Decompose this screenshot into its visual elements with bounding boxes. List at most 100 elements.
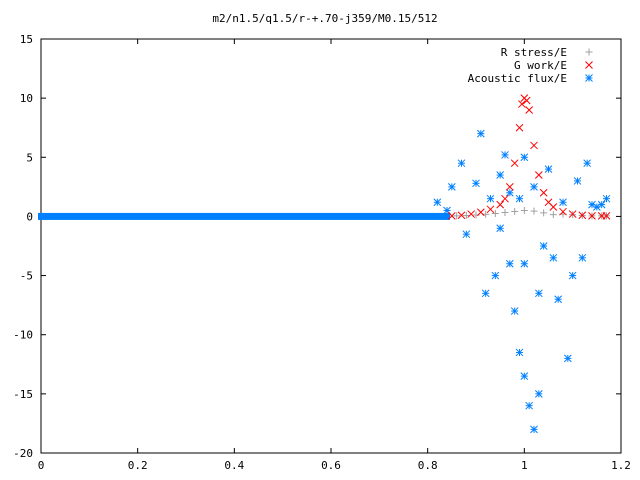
x-tick: 1.2 — [611, 39, 631, 472]
point — [568, 210, 577, 218]
series-0 — [453, 207, 610, 220]
point — [462, 211, 470, 219]
point — [515, 194, 524, 203]
point — [602, 194, 611, 203]
point — [472, 179, 480, 188]
point — [476, 208, 485, 217]
legend-item: G work/E — [514, 59, 593, 72]
y-tick: -5 — [20, 270, 621, 283]
plot-frame — [40, 38, 622, 454]
y-tick: 5 — [26, 151, 621, 164]
legend-marker — [585, 74, 593, 82]
point — [491, 271, 500, 280]
point — [447, 183, 456, 191]
x-tick: 0.2 — [128, 39, 148, 472]
point — [525, 106, 534, 114]
y-tick-label: -5 — [20, 270, 33, 283]
point — [510, 307, 519, 315]
point — [501, 209, 509, 217]
point — [453, 212, 461, 220]
point — [578, 211, 587, 220]
point — [534, 390, 543, 398]
point — [433, 198, 442, 207]
point — [530, 207, 538, 215]
point — [457, 211, 466, 220]
x-tick-label: 1 — [521, 459, 528, 472]
x-tick-label: 0.8 — [418, 459, 438, 472]
chart-title: m2/n1.5/q1.5/r-+.70-j359/M0.15/512 — [212, 12, 437, 25]
point — [583, 159, 592, 168]
point — [496, 200, 505, 209]
point — [496, 171, 505, 179]
series-2 — [38, 129, 611, 434]
point — [515, 123, 524, 132]
point — [559, 207, 567, 216]
point — [578, 253, 587, 262]
legend-label: R stress/E — [501, 46, 567, 59]
point — [559, 198, 567, 207]
y-tick: 15 — [20, 33, 621, 46]
point — [486, 205, 495, 214]
point — [544, 165, 553, 173]
y-tick: -20 — [13, 447, 621, 460]
point — [505, 259, 514, 268]
x-tick: 0.4 — [224, 39, 245, 472]
point — [486, 194, 495, 203]
point — [520, 207, 528, 215]
point — [597, 200, 606, 209]
point — [549, 203, 558, 211]
point — [534, 289, 543, 298]
x-tick: 0.6 — [321, 39, 341, 472]
point — [481, 289, 490, 298]
y-tick: -15 — [13, 388, 621, 401]
data-marks — [38, 94, 611, 434]
legend-marker — [585, 48, 593, 56]
point — [520, 153, 529, 162]
y-tick-label: 10 — [20, 92, 33, 105]
point — [467, 210, 476, 218]
point — [520, 259, 529, 268]
point — [457, 159, 466, 168]
point — [539, 188, 548, 197]
point — [447, 211, 456, 220]
legend-item: Acoustic flux/E — [468, 72, 593, 85]
legend-label: Acoustic flux/E — [468, 72, 567, 85]
point — [568, 271, 577, 280]
legend-marker — [585, 61, 593, 69]
point — [505, 183, 514, 191]
point — [491, 209, 499, 217]
point — [520, 372, 529, 380]
point — [525, 401, 534, 410]
point — [540, 209, 548, 217]
x-tick-label: 0 — [38, 459, 45, 472]
point — [505, 188, 514, 197]
series-1 — [447, 94, 611, 220]
y-tick-label: 15 — [20, 33, 33, 46]
y-tick-label: -20 — [13, 447, 33, 460]
point — [522, 96, 531, 105]
point — [539, 242, 548, 250]
x-tick: 1 — [521, 39, 528, 472]
point — [518, 100, 526, 108]
point — [549, 253, 558, 262]
x-tick: 0 — [38, 39, 45, 472]
point — [549, 211, 557, 219]
legend-item: R stress/E — [501, 46, 593, 59]
y-tick-label: -15 — [13, 388, 33, 401]
point — [573, 177, 582, 185]
point — [588, 211, 596, 220]
point — [530, 183, 538, 191]
point — [501, 151, 509, 159]
x-tick-label: 0.4 — [224, 459, 244, 472]
y-tick: -10 — [13, 329, 621, 342]
point — [511, 207, 519, 215]
point — [476, 129, 485, 138]
y-tick-label: -10 — [13, 329, 33, 342]
y-tick: 10 — [20, 92, 621, 105]
point — [554, 295, 563, 304]
y-tick-label: 5 — [26, 151, 33, 164]
point — [563, 354, 572, 363]
y-axis: 15 10 5 0 -5 -10 -15 -20 — [13, 33, 621, 460]
